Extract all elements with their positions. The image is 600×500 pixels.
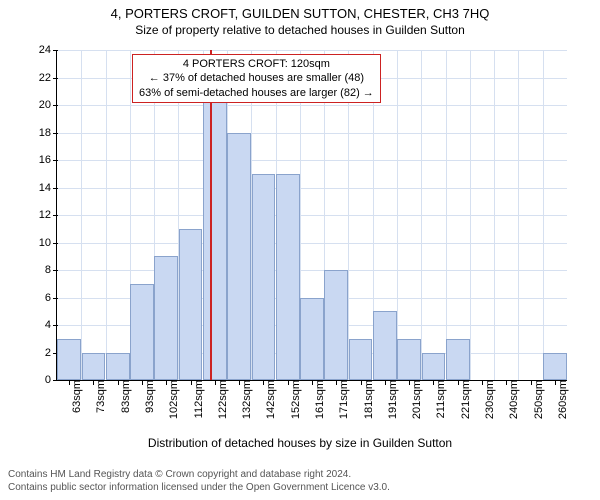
grid-line-h bbox=[57, 243, 567, 244]
bar bbox=[130, 284, 154, 380]
x-tick: 250sqm bbox=[525, 380, 545, 419]
bar bbox=[179, 229, 203, 380]
grid-line-v bbox=[494, 50, 495, 380]
grid-line-h bbox=[57, 105, 567, 106]
bar bbox=[57, 339, 81, 380]
bar bbox=[543, 353, 567, 381]
y-tick: 4 bbox=[45, 319, 57, 331]
y-tick: 12 bbox=[39, 209, 57, 221]
grid-line-v bbox=[518, 50, 519, 380]
x-tick: 63sqm bbox=[63, 380, 83, 413]
grid-line-v bbox=[81, 50, 82, 380]
x-tick: 132sqm bbox=[233, 380, 253, 419]
x-tick: 221sqm bbox=[452, 380, 472, 419]
x-tick: 122sqm bbox=[209, 380, 229, 419]
x-tick: 201sqm bbox=[403, 380, 423, 419]
x-tick: 83sqm bbox=[112, 380, 132, 413]
y-tick: 22 bbox=[39, 72, 57, 84]
bar bbox=[252, 174, 276, 380]
x-tick: 181sqm bbox=[355, 380, 375, 419]
footer-line-1: Contains HM Land Registry data © Crown c… bbox=[8, 468, 390, 481]
bar bbox=[349, 339, 373, 380]
x-tick: 152sqm bbox=[282, 380, 302, 419]
bar bbox=[82, 353, 106, 381]
y-tick: 2 bbox=[45, 347, 57, 359]
x-tick: 171sqm bbox=[330, 380, 350, 419]
bar bbox=[106, 353, 130, 381]
grid-line-h bbox=[57, 133, 567, 134]
y-tick: 10 bbox=[39, 237, 57, 249]
grid-line-v bbox=[446, 50, 447, 380]
bar bbox=[422, 353, 446, 381]
y-tick: 24 bbox=[39, 44, 57, 56]
bar bbox=[300, 298, 324, 381]
bar bbox=[276, 174, 300, 380]
bar bbox=[397, 339, 421, 380]
bar bbox=[324, 270, 348, 380]
page-subtitle: Size of property relative to detached ho… bbox=[0, 21, 600, 37]
y-tick: 6 bbox=[45, 292, 57, 304]
annotation-box: 4 PORTERS CROFT: 120sqm← 37% of detached… bbox=[132, 54, 381, 103]
annotation-line-3: 63% of semi-detached houses are larger (… bbox=[139, 86, 374, 100]
grid-line-h bbox=[57, 50, 567, 51]
y-tick: 20 bbox=[39, 99, 57, 111]
y-tick: 0 bbox=[45, 374, 57, 386]
grid-line-h bbox=[57, 215, 567, 216]
x-axis-label: Distribution of detached houses by size … bbox=[0, 436, 600, 450]
footer-line-2: Contains public sector information licen… bbox=[8, 481, 390, 494]
bar bbox=[154, 256, 178, 380]
y-tick: 14 bbox=[39, 182, 57, 194]
x-tick: 230sqm bbox=[476, 380, 496, 419]
y-tick: 8 bbox=[45, 264, 57, 276]
grid-line-v bbox=[543, 50, 544, 380]
x-tick: 93sqm bbox=[136, 380, 156, 413]
grid-line-h bbox=[57, 160, 567, 161]
annotation-line-1: 4 PORTERS CROFT: 120sqm bbox=[139, 57, 374, 71]
grid-line-v bbox=[106, 50, 107, 380]
grid-line-v bbox=[470, 50, 471, 380]
footer-attribution: Contains HM Land Registry data © Crown c… bbox=[8, 468, 390, 494]
y-tick: 18 bbox=[39, 127, 57, 139]
x-tick: 102sqm bbox=[160, 380, 180, 419]
grid-line-v bbox=[397, 50, 398, 380]
x-tick: 112sqm bbox=[185, 380, 205, 418]
plot-area: 02468101214161820222463sqm73sqm83sqm93sq… bbox=[56, 50, 567, 381]
y-tick: 16 bbox=[39, 154, 57, 166]
bar bbox=[446, 339, 470, 380]
grid-line-v bbox=[421, 50, 422, 380]
grid-line-h bbox=[57, 188, 567, 189]
x-tick: 211sqm bbox=[427, 380, 447, 418]
grid-line-h bbox=[57, 270, 567, 271]
chart-container: 4, PORTERS CROFT, GUILDEN SUTTON, CHESTE… bbox=[0, 0, 600, 500]
x-tick: 161sqm bbox=[306, 380, 326, 419]
bar bbox=[203, 78, 227, 381]
x-tick: 142sqm bbox=[257, 380, 277, 419]
bar bbox=[373, 311, 397, 380]
x-tick: 191sqm bbox=[379, 380, 399, 419]
annotation-line-2: ← 37% of detached houses are smaller (48… bbox=[139, 71, 374, 85]
x-tick: 240sqm bbox=[500, 380, 520, 419]
x-tick: 260sqm bbox=[549, 380, 569, 419]
x-tick: 73sqm bbox=[87, 380, 107, 413]
page-title: 4, PORTERS CROFT, GUILDEN SUTTON, CHESTE… bbox=[0, 0, 600, 21]
bar bbox=[227, 133, 251, 381]
